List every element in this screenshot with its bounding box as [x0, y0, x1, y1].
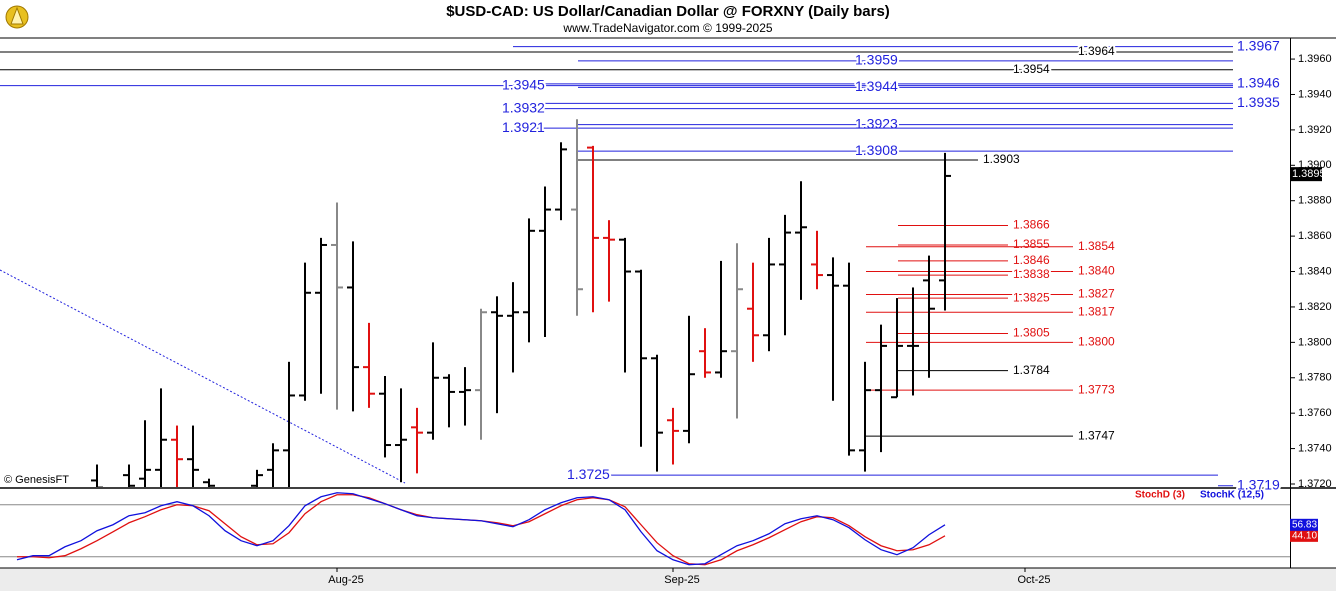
level-label: 1.3817: [1078, 304, 1115, 318]
level-label: 1.3825: [1013, 290, 1050, 304]
y-tick-label: 1.3780: [1298, 372, 1332, 384]
last-price-label: 1.3895: [1292, 168, 1326, 180]
level-label: 1.3866: [1013, 218, 1050, 232]
last-value-box: [1290, 518, 1318, 531]
x-tick-label: Aug-25: [328, 574, 363, 586]
level-label: 1.3725: [567, 466, 610, 482]
y-tick-label: 1.3760: [1298, 407, 1332, 419]
level-label: 1.3805: [1013, 326, 1050, 340]
y-tick-label: 1.3840: [1298, 265, 1332, 277]
y-tick-label: 1.3800: [1298, 336, 1332, 348]
last-price-box: [1290, 167, 1322, 182]
level-label: 1.3954: [1013, 62, 1050, 76]
level-label: 1.3800: [1078, 335, 1115, 349]
levels: 1.3967 1.3964 1.3959 1.3954 1.3946 1.3945 1.39…: [0, 35, 1282, 494]
last-value-label: 44.10: [1292, 530, 1317, 541]
level-label: 1.3846: [1013, 253, 1050, 267]
level-label: 1.3946: [1237, 75, 1280, 91]
level-label: 1.3784: [1013, 363, 1050, 377]
level-label: 1.3827: [1078, 287, 1115, 301]
y-tick-label: 1.3720: [1298, 478, 1332, 490]
level-label: 1.3967: [1237, 37, 1280, 53]
y-tick-label: 1.3880: [1298, 195, 1332, 207]
level-label: 1.3932: [502, 99, 545, 115]
x-tick-label: Oct-25: [1017, 574, 1050, 586]
level-label: 1.3964: [1078, 44, 1115, 58]
level-label: 1.3944: [855, 78, 898, 94]
axes: 1.3720 1.3740 1.3760 1.3780 1.3800 1.3820 1.38…: [328, 53, 1331, 586]
y-tick-label: 1.3740: [1298, 442, 1332, 454]
level-label: 1.3923: [855, 115, 898, 131]
level-label: 1.3719: [1237, 476, 1280, 492]
watermark: © GenesisFT: [4, 474, 69, 486]
level-label: 1.3840: [1078, 264, 1115, 278]
y-tick-label: 1.3940: [1298, 88, 1332, 100]
level-label: 1.3773: [1078, 382, 1115, 396]
y-tick-label: 1.3960: [1298, 53, 1332, 65]
x-tick-label: Sep-25: [664, 574, 699, 586]
chart-title: $USD-CAD: US Dollar/Canadian Dollar @ FO…: [446, 3, 890, 20]
level-label: 1.3903: [983, 152, 1020, 166]
stochastic: [0, 492, 1290, 566]
date-strip: [0, 568, 1336, 591]
level-label: 1.3921: [502, 119, 545, 135]
last-value-box: [1290, 529, 1318, 542]
last-value-label: 56.83: [1292, 519, 1317, 530]
stoch-line: [16, 492, 946, 566]
level-label: 1.3747: [1078, 428, 1115, 442]
level-label: 1.3945: [502, 76, 545, 92]
y-tick-label: 1.3920: [1298, 124, 1332, 136]
level-label: 1.3855: [1013, 237, 1050, 251]
y-tick-label: 1.3820: [1298, 301, 1332, 313]
legend-entry: StochD (3): [1135, 490, 1185, 501]
level-label: 1.3908: [855, 142, 898, 158]
bars: [91, 119, 951, 487]
level-label: 1.3959: [855, 52, 898, 68]
legend-entry: StochK (12,5): [1200, 490, 1264, 501]
level-label: 1.3935: [1237, 94, 1280, 110]
trend-line: [0, 269, 406, 484]
level-label: 1.3838: [1013, 267, 1050, 281]
logo: [5, 5, 29, 29]
y-tick-label: 1.3860: [1298, 230, 1332, 242]
chart-subtitle: www.TradeNavigator.com © 1999-2025: [562, 21, 772, 35]
level-label: 1.3854: [1078, 239, 1115, 253]
